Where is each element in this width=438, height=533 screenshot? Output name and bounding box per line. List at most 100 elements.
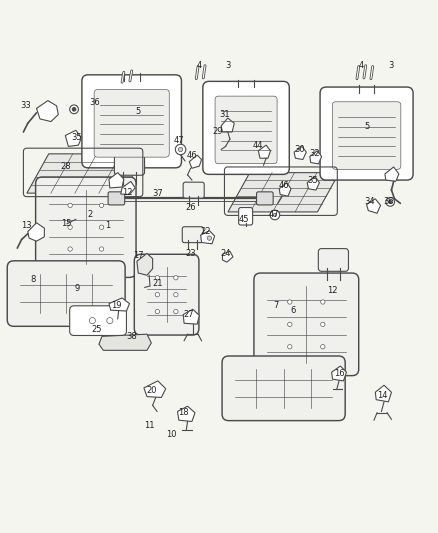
Polygon shape: [177, 406, 195, 422]
Circle shape: [321, 344, 325, 349]
Polygon shape: [201, 231, 215, 244]
Text: 12: 12: [122, 188, 133, 197]
Text: 46: 46: [187, 151, 197, 160]
Text: 31: 31: [219, 110, 230, 119]
FancyBboxPatch shape: [257, 192, 273, 205]
Polygon shape: [109, 173, 124, 188]
FancyBboxPatch shape: [222, 356, 345, 421]
Circle shape: [288, 300, 292, 304]
FancyBboxPatch shape: [215, 96, 277, 164]
Text: 26: 26: [185, 203, 196, 212]
Circle shape: [155, 276, 159, 280]
Circle shape: [99, 247, 104, 251]
Polygon shape: [221, 118, 234, 132]
Text: 47: 47: [268, 211, 279, 220]
Text: 8: 8: [31, 275, 36, 284]
Text: 4: 4: [358, 61, 364, 70]
Text: 6: 6: [290, 305, 296, 314]
Polygon shape: [279, 183, 291, 196]
Circle shape: [72, 108, 76, 111]
Text: 27: 27: [183, 310, 194, 319]
Text: 38: 38: [126, 332, 137, 341]
FancyBboxPatch shape: [7, 261, 125, 326]
Text: 33: 33: [21, 101, 32, 110]
Text: 23: 23: [185, 249, 196, 258]
FancyBboxPatch shape: [82, 75, 181, 168]
FancyBboxPatch shape: [35, 177, 136, 277]
Circle shape: [70, 105, 78, 114]
Circle shape: [107, 318, 113, 324]
Circle shape: [321, 300, 325, 304]
Polygon shape: [228, 173, 339, 212]
Circle shape: [386, 198, 395, 206]
Circle shape: [174, 309, 178, 314]
Polygon shape: [28, 223, 44, 241]
FancyBboxPatch shape: [70, 306, 127, 335]
FancyBboxPatch shape: [332, 102, 401, 169]
Polygon shape: [27, 154, 145, 193]
Text: 20: 20: [146, 386, 156, 395]
Polygon shape: [375, 385, 392, 402]
Text: 29: 29: [213, 127, 223, 136]
Text: 32: 32: [309, 149, 319, 158]
Text: 3: 3: [389, 61, 394, 70]
Text: 3: 3: [225, 61, 230, 70]
Circle shape: [174, 276, 178, 280]
Circle shape: [288, 344, 292, 349]
Text: 19: 19: [111, 301, 122, 310]
Circle shape: [270, 210, 280, 220]
Polygon shape: [36, 101, 58, 122]
Text: 47: 47: [173, 136, 184, 146]
Circle shape: [288, 322, 292, 327]
Text: 46: 46: [278, 181, 289, 190]
Polygon shape: [223, 251, 233, 262]
Text: 14: 14: [378, 391, 388, 400]
Text: 13: 13: [21, 221, 32, 230]
Polygon shape: [189, 155, 201, 168]
FancyBboxPatch shape: [114, 152, 145, 175]
Text: 18: 18: [178, 408, 188, 417]
FancyBboxPatch shape: [239, 207, 253, 225]
Polygon shape: [258, 145, 271, 158]
Circle shape: [155, 293, 159, 297]
Circle shape: [68, 247, 72, 251]
Text: 35: 35: [307, 175, 318, 184]
Polygon shape: [99, 334, 151, 350]
Polygon shape: [65, 130, 81, 147]
Circle shape: [321, 322, 325, 327]
Text: 9: 9: [74, 284, 80, 293]
Polygon shape: [332, 366, 346, 381]
FancyBboxPatch shape: [203, 82, 289, 174]
Text: 5: 5: [365, 122, 370, 131]
Circle shape: [155, 309, 159, 314]
Text: 24: 24: [220, 249, 231, 258]
Text: 30: 30: [294, 145, 305, 154]
Circle shape: [68, 203, 72, 207]
Text: 25: 25: [92, 325, 102, 334]
FancyBboxPatch shape: [183, 182, 204, 198]
Circle shape: [175, 144, 186, 155]
Text: 5: 5: [136, 107, 141, 116]
Text: 7: 7: [273, 301, 279, 310]
Circle shape: [389, 200, 392, 204]
Text: 11: 11: [144, 422, 154, 430]
FancyBboxPatch shape: [94, 90, 169, 157]
FancyBboxPatch shape: [108, 192, 125, 205]
Text: 45: 45: [239, 215, 250, 224]
Text: 10: 10: [166, 430, 176, 439]
Text: 44: 44: [253, 141, 264, 150]
Polygon shape: [310, 151, 321, 164]
Text: 37: 37: [152, 189, 163, 198]
Text: 12: 12: [327, 286, 338, 295]
Text: 15: 15: [61, 219, 71, 228]
Text: 35: 35: [72, 133, 82, 142]
Text: 4: 4: [197, 61, 202, 70]
Circle shape: [207, 236, 212, 240]
FancyBboxPatch shape: [134, 254, 199, 335]
Text: 34: 34: [364, 197, 375, 206]
Polygon shape: [144, 381, 166, 398]
Text: 2: 2: [88, 209, 93, 219]
Circle shape: [273, 213, 277, 217]
FancyBboxPatch shape: [320, 87, 413, 180]
FancyBboxPatch shape: [254, 273, 359, 376]
